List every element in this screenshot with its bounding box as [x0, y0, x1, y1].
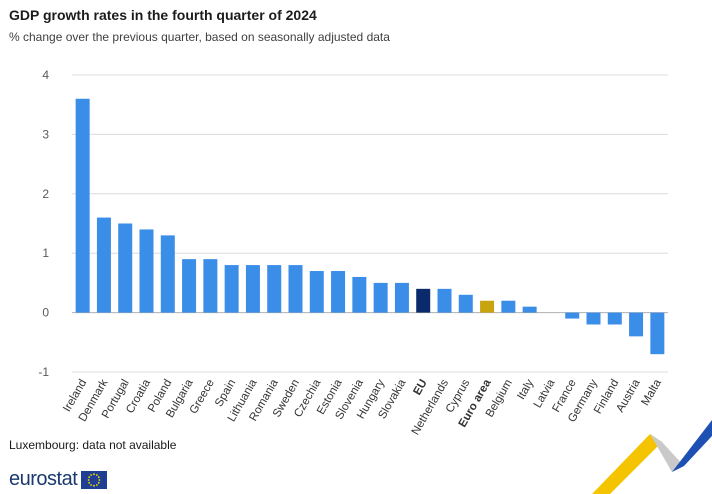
bar-ireland — [75, 98, 90, 313]
chart-title: GDP growth rates in the fourth quarter o… — [9, 7, 317, 23]
chart-subtitle: % change over the previous quarter, base… — [9, 30, 390, 44]
y-tick-label: 0 — [42, 306, 49, 320]
bar-czechia — [309, 271, 324, 313]
bar-lithuania — [245, 265, 260, 313]
eurostat-logo: eurostat — [9, 468, 108, 491]
y-tick-label: -1 — [38, 365, 49, 379]
bar-eu — [416, 288, 431, 313]
bar-poland — [160, 235, 175, 313]
eu-flag-icon — [81, 470, 108, 489]
bar-sweden — [288, 265, 303, 313]
bar-belgium — [501, 300, 516, 313]
bar-croatia — [139, 229, 154, 313]
bar-finland — [607, 312, 622, 325]
bar-bulgaria — [182, 259, 197, 313]
corner-decoration — [592, 420, 712, 494]
bar-austria — [629, 312, 644, 337]
bar-spain — [224, 265, 239, 313]
logo-text: eurostat — [9, 468, 78, 490]
bar-romania — [267, 265, 282, 313]
bar-euro-area — [480, 300, 495, 313]
bar-portugal — [118, 223, 133, 313]
bar-chart: -101234IrelandDenmarkPortugalCroatiaPola… — [38, 68, 668, 437]
y-tick-label: 4 — [42, 68, 49, 82]
bar-cyprus — [458, 294, 473, 313]
bar-france — [565, 312, 580, 319]
bar-germany — [586, 312, 601, 325]
x-tick-label: EU — [411, 378, 429, 398]
y-tick-label: 1 — [42, 246, 49, 260]
bar-malta — [650, 312, 665, 355]
y-tick-label: 3 — [42, 127, 49, 141]
x-tick-label: Italy — [515, 377, 536, 401]
bar-netherlands — [437, 288, 452, 313]
x-tick-label: Malta — [640, 377, 665, 408]
bar-greece — [203, 259, 218, 313]
bar-hungary — [373, 282, 388, 313]
bar-slovakia — [394, 282, 409, 313]
footnote: Luxembourg: data not available — [9, 438, 177, 452]
bar-italy — [522, 306, 537, 313]
bar-estonia — [331, 271, 346, 313]
bar-slovenia — [352, 276, 367, 313]
y-tick-label: 2 — [42, 187, 49, 201]
bar-denmark — [96, 217, 111, 313]
